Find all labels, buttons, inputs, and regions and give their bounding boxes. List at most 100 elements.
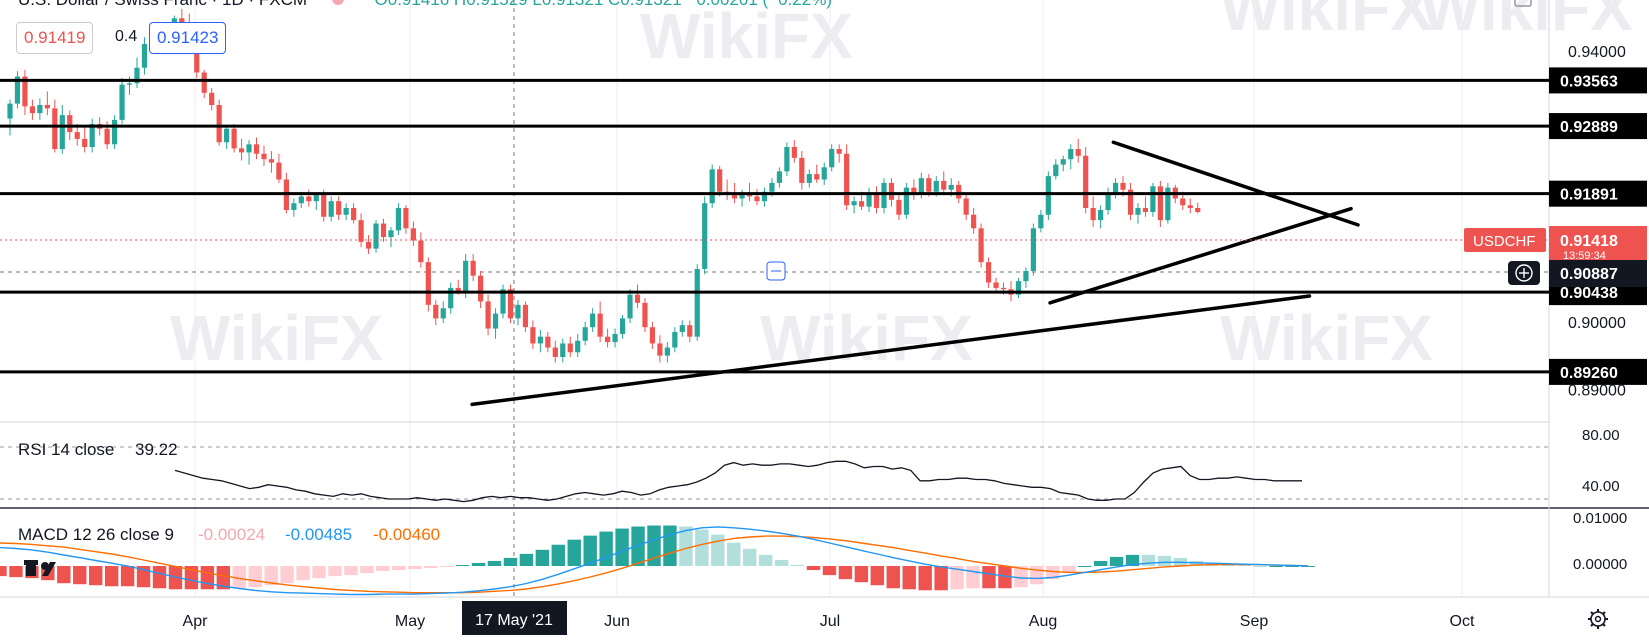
- watermark-text: WikiFX: [1220, 0, 1433, 44]
- candle-body: [507, 289, 514, 319]
- macd-histogram-bar: [679, 526, 693, 566]
- candle-body: [22, 76, 28, 107]
- candle-body: [687, 325, 693, 337]
- candle-body: [694, 268, 700, 337]
- macd-histogram-bar: [1109, 556, 1124, 566]
- candle-body: [194, 47, 200, 73]
- candle-body: [500, 289, 506, 314]
- crosshair-price-tag: [1549, 259, 1647, 287]
- time-tick-label: Aug: [1029, 613, 1057, 630]
- watermark-text: WikiFX: [1420, 0, 1633, 44]
- candle-body: [126, 83, 133, 85]
- candle-body: [985, 262, 992, 283]
- candle-body: [1038, 214, 1044, 229]
- candle-body: [903, 187, 909, 215]
- price-tick-label: 0.89000: [1568, 383, 1626, 400]
- candle-body: [918, 178, 924, 194]
- candle-body: [776, 171, 783, 183]
- macd-histogram-bar: [503, 557, 518, 566]
- buy-price-button[interactable]: 0.91423: [149, 22, 227, 54]
- macd-histogram-bar: [790, 564, 805, 566]
- candle-body: [814, 174, 820, 180]
- pane-maximize-icon[interactable]: [1514, 0, 1532, 7]
- crosshair-date-label: 17 May '21: [475, 612, 553, 629]
- vertical-grid: [194, 0, 1463, 597]
- time-tick-label: Oct: [1450, 613, 1475, 630]
- macd-histogram-bar: [439, 566, 454, 568]
- macd-histogram-bar: [1237, 564, 1251, 566]
- candle-body: [642, 302, 648, 328]
- trendlines[interactable]: [470, 140, 1360, 407]
- time-axis[interactable]: Apr May Jun Jul Aug Sep Oct 17 May '21: [183, 601, 1475, 635]
- last-price-tag: [1549, 226, 1647, 260]
- trendline[interactable]: [1048, 206, 1353, 305]
- candle-body: [1135, 207, 1141, 215]
- candle-body: [829, 149, 835, 168]
- candle-body: [246, 144, 252, 153]
- candle-body: [418, 240, 424, 263]
- price-tick-label: 0.94000: [1568, 44, 1626, 61]
- macd-histogram-bar: [232, 566, 246, 589]
- macd-histogram-bar: [551, 544, 565, 566]
- candle-body: [978, 228, 984, 263]
- price-tick-label: 0.90000: [1568, 315, 1626, 332]
- candle-body: [993, 282, 999, 288]
- candle-body: [410, 228, 416, 241]
- candle-body: [769, 182, 775, 192]
- candle-body: [672, 331, 678, 348]
- candle-body: [455, 287, 461, 292]
- candle-body: [933, 180, 939, 192]
- horizontal-levels[interactable]: [0, 78, 1549, 374]
- candle-body: [582, 327, 588, 341]
- macd-histogram-bar: [663, 525, 677, 566]
- macd-histogram-bar: [1157, 555, 1172, 566]
- watermark-text: WikiFX: [640, 0, 853, 72]
- settings-gear-icon[interactable]: [1588, 609, 1608, 629]
- candle-body: [1053, 164, 1059, 177]
- candle-body: [799, 157, 805, 183]
- macd-hist-value: -0.00024: [198, 525, 265, 544]
- candle-body: [731, 194, 738, 199]
- candle-body: [926, 178, 932, 192]
- candle-body: [881, 182, 887, 208]
- macd-histogram-bar: [1253, 566, 1267, 567]
- rsi-line: [174, 460, 1302, 503]
- candle-body: [1060, 159, 1066, 165]
- price-axis[interactable]: 0.94000 0.90000 0.89000 0.93563 0.92889 0.918…: [1464, 44, 1647, 400]
- level-price-tag: [1549, 358, 1647, 385]
- sell-price-button[interactable]: 0.91419: [16, 22, 94, 54]
- candle-body: [238, 148, 245, 153]
- candle-body: [470, 260, 476, 276]
- candle-body: [209, 92, 215, 105]
- candle-body: [485, 301, 491, 329]
- macd-histogram-bar: [1301, 566, 1315, 567]
- candle-body: [590, 313, 596, 328]
- candle-body: [754, 196, 760, 202]
- macd-histogram-bar: [296, 566, 310, 581]
- macd-histogram-bar: [408, 566, 422, 570]
- trendline[interactable]: [470, 294, 1312, 407]
- macd-histogram-bar: [104, 566, 119, 587]
- macd-histogram-bar: [200, 566, 215, 590]
- candle-body: [52, 108, 58, 150]
- macd-histogram-bar: [727, 542, 741, 566]
- candle-body: [1112, 182, 1119, 194]
- candle-body: [941, 180, 947, 190]
- candle-body: [104, 128, 110, 145]
- candle-body: [948, 184, 954, 190]
- macd-histogram-bar: [312, 566, 326, 579]
- candle-body: [134, 67, 140, 84]
- macd-histogram-bar: [886, 566, 900, 589]
- macd-histogram-bar: [695, 529, 709, 566]
- macd-histogram-bar: [1125, 554, 1140, 566]
- symbol-title: U.S. Dollar / Swiss Franc · 1D · FXCM O0…: [18, 0, 832, 10]
- macd-pane: [0, 525, 1315, 596]
- macd-histogram-bar: [423, 566, 438, 569]
- symbol-badge-label: USDCHF: [1473, 233, 1536, 250]
- macd-histogram-bar: [918, 566, 932, 591]
- trendline[interactable]: [1111, 140, 1360, 227]
- macd-histogram-bar: [248, 566, 262, 588]
- time-tick-label: Jun: [604, 613, 630, 630]
- candle-body: [821, 167, 827, 180]
